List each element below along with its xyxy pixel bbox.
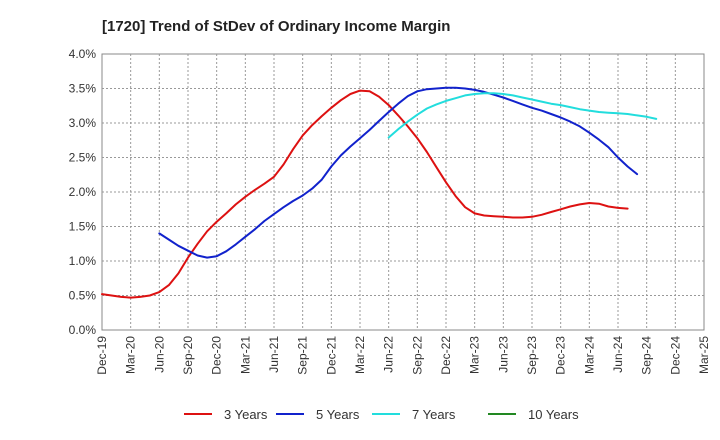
x-tick-label: Dec-22 [439, 336, 453, 375]
x-tick-label: Dec-23 [554, 336, 568, 375]
x-tick-label: Sep-20 [181, 336, 195, 375]
x-axis: Dec-19 Mar-20 Jun-20 Sep-20 Dec-20 Mar-21 Jun-… [95, 336, 711, 375]
x-tick-label: Jun-22 [382, 336, 396, 373]
y-axis: 0.0% 0.5% 1.0% 1.5% 2.0% 2.5% 3.0% 3.5% 4.0% [69, 47, 97, 337]
legend: 3 Years 5 Years 7 Years 10 Years [184, 407, 579, 422]
x-tick-label: Dec-24 [668, 336, 682, 375]
x-tick-label: Mar-25 [697, 336, 711, 374]
y-tick-label: 0.5% [69, 289, 97, 303]
y-tick-label: 0.0% [69, 323, 97, 337]
legend-label: 3 Years [224, 407, 268, 422]
x-tick-label: Dec-20 [210, 336, 224, 375]
legend-label: 10 Years [528, 407, 579, 422]
y-tick-label: 1.5% [69, 220, 97, 234]
y-tick-label: 2.5% [69, 151, 97, 165]
x-tick-label: Mar-22 [353, 336, 367, 374]
x-tick-label: Mar-21 [238, 336, 252, 374]
x-tick-label: Jun-21 [267, 336, 281, 373]
x-tick-label: Mar-23 [468, 336, 482, 374]
x-tick-label: Jun-24 [611, 336, 625, 373]
series-line-3-years [101, 89, 629, 299]
x-tick-label: Jun-23 [496, 336, 510, 373]
x-tick-label: Dec-21 [324, 336, 338, 375]
y-tick-label: 4.0% [69, 47, 97, 61]
x-tick-label: Dec-19 [95, 336, 109, 375]
legend-label: 7 Years [412, 407, 456, 422]
series-line-5-years [158, 86, 639, 259]
y-tick-label: 3.5% [69, 82, 97, 96]
x-tick-label: Sep-22 [410, 336, 424, 375]
x-tick-label: Mar-24 [582, 336, 596, 374]
x-tick-label: Sep-21 [296, 336, 310, 375]
grid-lines [102, 54, 704, 330]
y-tick-label: 1.0% [69, 254, 97, 268]
series-layer [101, 86, 658, 299]
chart-title: [1720] Trend of StDev of Ordinary Income… [102, 18, 450, 35]
y-tick-label: 2.0% [69, 185, 97, 199]
series-line-7-years [387, 92, 658, 139]
legend-label: 5 Years [316, 407, 360, 422]
y-tick-label: 3.0% [69, 116, 97, 130]
x-tick-label: Sep-24 [640, 336, 654, 375]
x-tick-label: Jun-20 [152, 336, 166, 373]
x-tick-label: Mar-20 [124, 336, 138, 374]
x-tick-label: Sep-23 [525, 336, 539, 375]
